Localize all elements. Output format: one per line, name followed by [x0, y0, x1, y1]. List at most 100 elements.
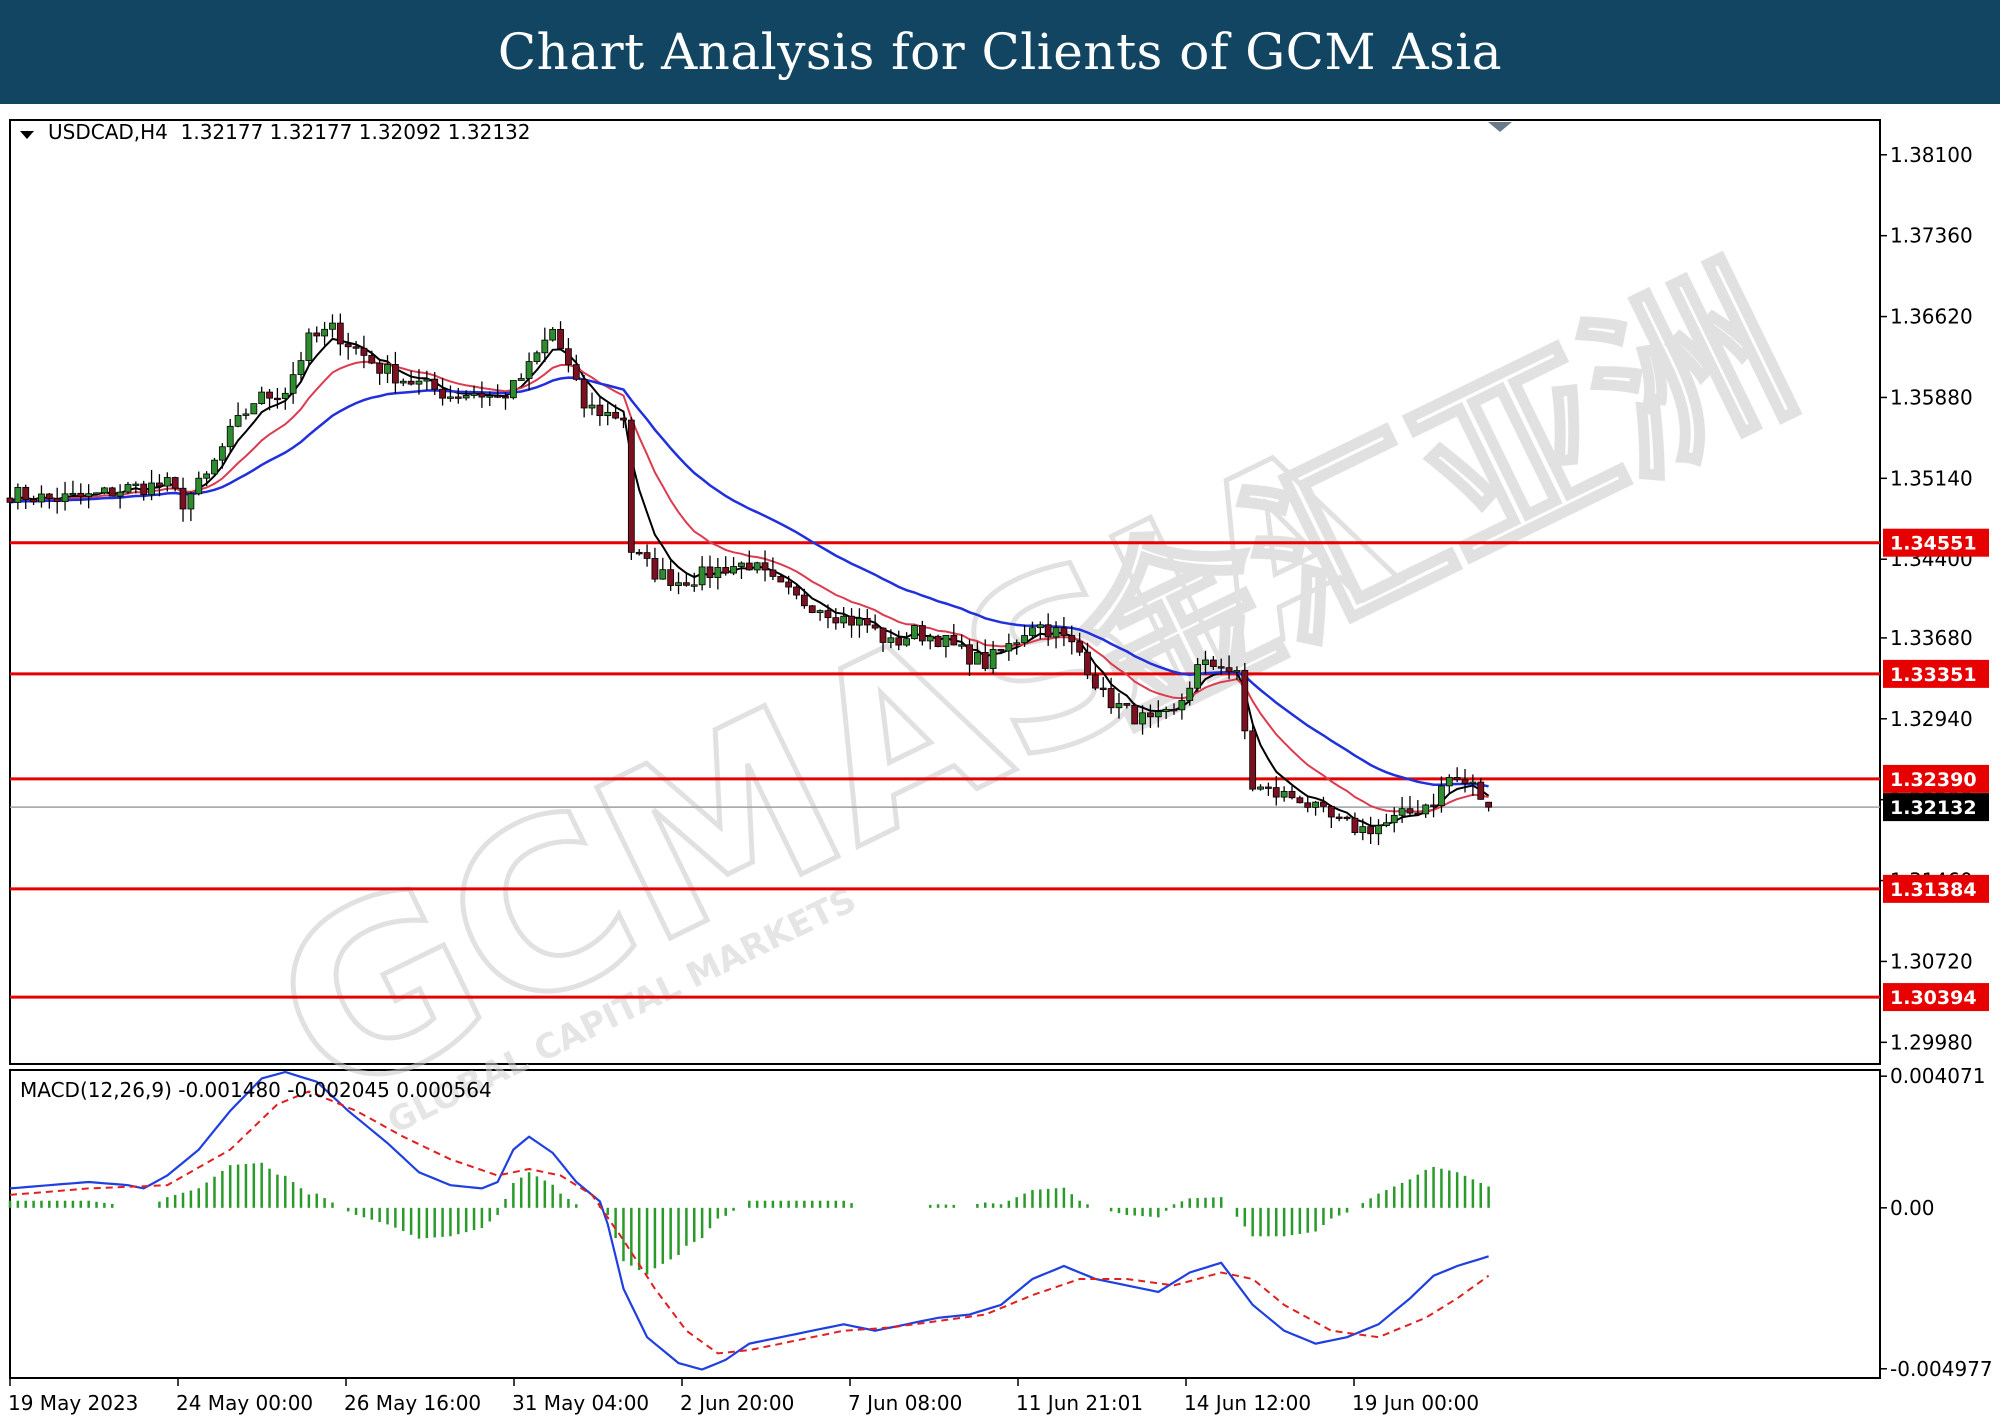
candle-bearish: [1209, 659, 1217, 668]
candle-bearish: [1461, 779, 1469, 784]
level-price-label: 1.30394: [1890, 987, 1977, 1009]
candle-bullish: [1422, 804, 1430, 815]
candle-bearish: [53, 498, 61, 503]
candle-bearish: [706, 566, 714, 578]
triangle-down-icon[interactable]: [20, 131, 34, 139]
candle-bullish: [329, 322, 336, 330]
candle-bearish: [1296, 797, 1304, 804]
candle-bullish: [1021, 635, 1028, 644]
candle-bullish: [714, 567, 722, 578]
candle-bearish: [793, 586, 800, 596]
candle-bearish: [45, 493, 53, 499]
candle-bullish: [1390, 814, 1398, 824]
candle-bearish: [777, 576, 785, 583]
candle-bearish: [431, 378, 439, 390]
candle-bullish: [100, 487, 108, 494]
candle-bullish: [470, 392, 478, 396]
candle-bullish: [1013, 642, 1021, 645]
candle-bearish: [745, 562, 753, 571]
candle-bullish: [690, 584, 698, 587]
candle-bullish: [423, 378, 431, 382]
candle-bearish: [1414, 812, 1422, 816]
candle-bullish: [659, 569, 667, 580]
candle-bullish: [1052, 627, 1060, 638]
candle-bullish: [911, 625, 918, 640]
candle-bearish: [824, 610, 832, 619]
candle-bearish: [1084, 651, 1091, 676]
time-tick-label: 19 May 2023: [8, 1391, 138, 1415]
candle-bearish: [502, 396, 509, 399]
candle-bearish: [557, 328, 564, 350]
candle-bearish: [722, 567, 730, 574]
candle-bearish: [800, 594, 808, 607]
candle-bullish: [14, 486, 22, 503]
candle-bearish: [895, 637, 903, 646]
candle-bullish: [148, 482, 155, 496]
candle-bullish: [989, 648, 997, 669]
candle-bullish: [973, 652, 981, 665]
time-tick-label: 26 May 16:00: [344, 1391, 481, 1415]
candle-bullish: [1438, 785, 1445, 806]
candle-bearish: [1147, 712, 1154, 718]
time-tick-label: 14 Jun 12:00: [1184, 1391, 1311, 1415]
candle-bearish: [1272, 787, 1280, 798]
candle-bearish: [1107, 688, 1115, 709]
candle-bullish: [730, 566, 737, 574]
price-tick-label: 1.29980: [1890, 1030, 1973, 1054]
candle-bearish: [494, 395, 502, 398]
candle-bearish: [1265, 786, 1272, 789]
candle-bullish: [258, 391, 266, 404]
bid-price-tag: [1883, 793, 1989, 822]
macd-tick-label: -0.004977: [1890, 1357, 1993, 1381]
candle-bullish: [1233, 670, 1241, 673]
candle-bearish: [368, 354, 376, 364]
horizontal-levels[interactable]: 1.34551 1.33351 1.32390 1.31384 1.30394 1.321…: [10, 528, 1989, 1012]
candle-bearish: [848, 615, 855, 626]
candle-bullish: [1202, 659, 1209, 665]
candle-bullish: [816, 610, 824, 613]
candle-bearish: [1485, 801, 1493, 808]
candle-bullish: [549, 328, 557, 341]
candle-bearish: [1225, 667, 1233, 673]
candle-bearish: [871, 624, 879, 629]
candle-bearish: [1367, 826, 1375, 835]
macd-panel-frame: [9, 1069, 1881, 1379]
candle-bullish: [163, 477, 171, 487]
candle-bearish: [156, 482, 163, 487]
candle-bullish: [289, 374, 297, 394]
candle-bullish: [297, 360, 305, 376]
candle-bearish: [879, 627, 887, 643]
level-price-label: 1.31384: [1890, 879, 1977, 901]
candle-bearish: [1170, 708, 1178, 712]
macd-signal-line: [9, 1090, 1490, 1355]
candle-bearish: [1335, 816, 1343, 819]
macd-panel: 0.004071 0.00 -0.004977: [8, 1064, 1993, 1381]
candle-bearish: [1304, 802, 1312, 808]
candle-bearish: [1123, 703, 1131, 706]
candle-bearish: [407, 380, 415, 385]
candle-bullish: [250, 403, 258, 415]
candle-bullish: [415, 380, 423, 385]
candle-bearish: [344, 343, 352, 348]
candle-bullish: [281, 392, 289, 399]
candle-bullish: [942, 635, 950, 647]
price-tick-label: 1.35880: [1890, 385, 1973, 409]
candle-bearish: [682, 582, 690, 586]
candle-bearish: [171, 477, 179, 489]
macd-header: MACD(12,26,9) -0.001480 -0.002045 0.0005…: [20, 1078, 492, 1102]
candle-bearish: [1453, 777, 1461, 781]
candle-bearish: [313, 332, 321, 337]
candle-bullish: [305, 332, 313, 361]
candle-bearish: [1068, 635, 1076, 643]
candle-bullish: [604, 411, 612, 417]
candle-bearish: [1076, 641, 1084, 653]
candle-bearish: [1288, 790, 1296, 799]
candle-bearish: [1217, 666, 1225, 669]
candle-bearish: [1351, 817, 1359, 834]
level-price-tag: [1883, 764, 1989, 793]
candle-bearish: [950, 635, 958, 646]
candle-bullish: [1036, 624, 1044, 629]
candle-bearish: [140, 483, 148, 496]
candle-bullish: [1257, 786, 1264, 790]
